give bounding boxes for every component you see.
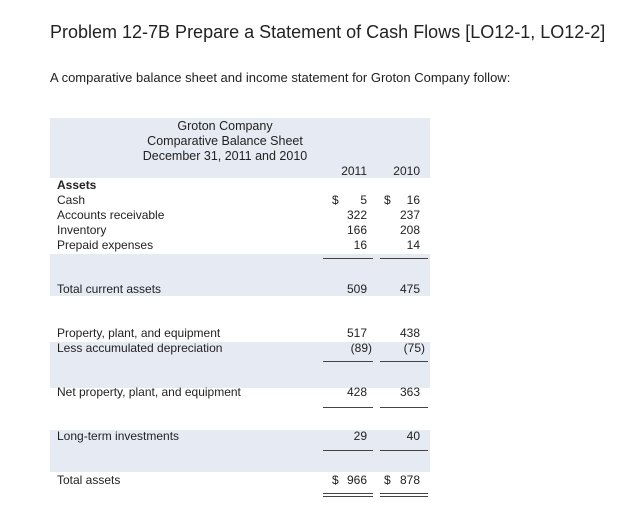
receivables-label: Accounts receivable (57, 208, 165, 222)
subtotal-rule (323, 361, 373, 362)
prepaid-2011: 16 (353, 238, 367, 252)
subtotal-rule (380, 258, 428, 259)
ppe-label: Property, plant, and equipment (57, 326, 221, 340)
total-double-rule (323, 493, 373, 494)
currency-sign: $ (384, 193, 391, 207)
subtotal-rule (323, 407, 373, 408)
lt-investments-label: Long-term investments (57, 429, 180, 443)
total-current-2011: 509 (346, 282, 367, 296)
total-assets-label: Total assets (57, 473, 121, 487)
total-current-2010: 475 (399, 282, 420, 296)
subtotal-rule (380, 450, 428, 451)
row-band (50, 254, 430, 296)
assets-heading: Assets (57, 178, 97, 192)
problem-title: Problem 12-7B Prepare a Statement of Cas… (50, 22, 606, 42)
net-ppe-2011: 428 (346, 385, 367, 399)
lt-investments-2010: 40 (406, 429, 420, 443)
total-current-label: Total current assets (57, 282, 162, 296)
prepaid-2010: 14 (406, 238, 420, 252)
row-band (50, 342, 430, 388)
problem-intro: A comparative balance sheet and income s… (50, 70, 511, 85)
ppe-2011: 517 (346, 326, 367, 340)
balance-sheet: Groton Company Comparative Balance Sheet… (50, 118, 430, 508)
header-band (50, 118, 430, 178)
subtotal-rule (380, 361, 428, 362)
accum-dep-2011: (89) (350, 341, 372, 355)
statement-date: December 31, 2011 and 2010 (142, 149, 308, 163)
subtotal-rule (380, 407, 428, 408)
subtotal-rule (323, 258, 373, 259)
total-double-rule (380, 493, 428, 494)
currency-sign: $ (332, 473, 339, 487)
total-assets-2011: 966 (346, 473, 367, 487)
lt-investments-2011: 29 (353, 429, 367, 443)
total-assets-2010: 878 (399, 473, 420, 487)
inventory-2010: 208 (399, 223, 420, 237)
cash-2011: 5 (360, 193, 367, 207)
currency-sign: $ (384, 473, 391, 487)
inventory-2011: 166 (346, 223, 367, 237)
subtotal-rule (323, 450, 373, 451)
accum-dep-label: Less accumulated depreciation (57, 341, 223, 355)
column-header-2011: 2011 (341, 164, 367, 178)
company-name: Groton Company (177, 119, 273, 133)
statement-name: Comparative Balance Sheet (147, 134, 303, 148)
prepaid-label: Prepaid expenses (57, 238, 154, 252)
receivables-2011: 322 (346, 208, 367, 222)
total-double-rule (380, 496, 428, 497)
currency-sign: $ (332, 193, 339, 207)
receivables-2010: 237 (399, 208, 420, 222)
net-ppe-2010: 363 (399, 385, 420, 399)
inventory-label: Inventory (57, 223, 107, 237)
column-header-2010: 2010 (393, 164, 420, 178)
net-ppe-label: Net property, plant, and equipment (57, 385, 241, 399)
accum-dep-2010: (75) (403, 341, 425, 355)
ppe-2010: 438 (399, 326, 420, 340)
total-double-rule (323, 496, 373, 497)
row-band (50, 430, 430, 472)
cash-label: Cash (57, 193, 86, 207)
cash-2010: 16 (406, 193, 420, 207)
